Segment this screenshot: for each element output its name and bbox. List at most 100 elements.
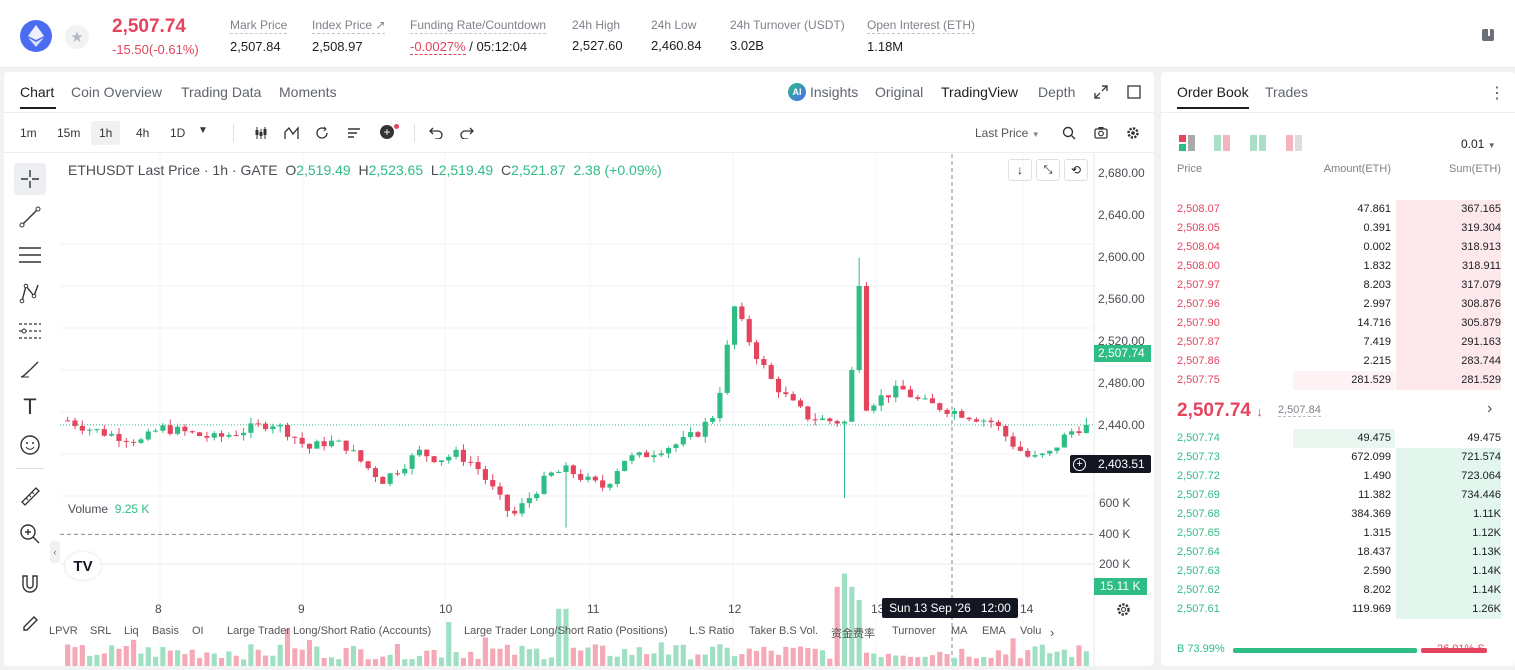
ask-row[interactable]: 2,508.05 0.391 319.304 [1161, 219, 1515, 238]
ask-row[interactable]: 2,507.97 8.203 317.079 [1161, 276, 1515, 295]
ai-insights-icon[interactable]: AI [788, 83, 806, 101]
bid-row[interactable]: 2,507.64 18.437 1.13K [1161, 543, 1515, 562]
bid-row[interactable]: 2,507.65 1.315 1.12K [1161, 524, 1515, 543]
view-asks-icon[interactable] [1286, 135, 1302, 151]
undo-icon[interactable] [429, 127, 443, 139]
bid-row[interactable]: 2,507.73 672.099 721.574 [1161, 448, 1515, 467]
tick-size-select[interactable]: 0.01 ▼ [1461, 137, 1496, 151]
interval-1m[interactable]: 1m [20, 126, 37, 140]
window-icon[interactable] [1127, 85, 1141, 99]
settings-gear-icon[interactable] [1126, 126, 1140, 140]
emoji-tool-icon[interactable] [14, 429, 46, 461]
indicator-scroll-right-icon[interactable]: › [1050, 625, 1055, 640]
template-icon[interactable] [347, 126, 361, 140]
notebook-icon[interactable] [1479, 26, 1497, 44]
tradingview-logo[interactable]: TV [65, 552, 101, 580]
indicator-oi[interactable]: OI [192, 625, 204, 637]
trend-line-tool-icon[interactable] [14, 201, 46, 233]
ask-row[interactable]: 2,508.07 47.861 367.165 [1161, 200, 1515, 219]
view-both-icon[interactable] [1179, 135, 1195, 151]
volume-bar [1010, 638, 1016, 666]
tab-trading-data[interactable]: Trading Data [181, 84, 262, 100]
bid-row[interactable]: 2,507.68 384.369 1.11K [1161, 505, 1515, 524]
reset-icon[interactable]: ⟲ [1064, 159, 1088, 181]
brush-tool-icon[interactable] [14, 353, 46, 385]
replay-icon[interactable] [315, 126, 329, 140]
bid-row[interactable]: 2,507.61 119.969 1.26K [1161, 600, 1515, 619]
price-type-select[interactable]: Last Price ▼ [975, 126, 1040, 140]
tab-order-book[interactable]: Order Book [1177, 84, 1249, 100]
add-indicator-icon[interactable]: + [380, 125, 394, 139]
redo-icon[interactable] [460, 127, 474, 139]
indicators-icon[interactable] [284, 126, 300, 140]
ask-row[interactable]: 2,507.90 14.716 305.879 [1161, 314, 1515, 333]
candle-body [240, 432, 247, 436]
indicator-large-trader-accounts[interactable]: Large Trader Long/Short Ratio (Accounts) [227, 625, 432, 637]
crosshair-tool-icon[interactable] [14, 163, 46, 195]
indicator-funding-rate[interactable]: 资金费率 [831, 628, 875, 640]
interval-15m[interactable]: 15m [57, 126, 81, 140]
pattern-tool-icon[interactable] [14, 277, 46, 309]
stat-index-price[interactable]: Index Price ↗ 2,508.97 [312, 18, 386, 54]
ask-row[interactable]: 2,507.87 7.419 291.163 [1161, 333, 1515, 352]
tab-trades[interactable]: Trades [1265, 84, 1309, 100]
ask-row[interactable]: 2,508.04 0.002 318.913 [1161, 238, 1515, 257]
tab-coin-overview[interactable]: Coin Overview [71, 84, 163, 100]
expand-icon[interactable] [1094, 85, 1108, 99]
view-bids-icon[interactable] [1250, 135, 1266, 151]
camera-icon[interactable] [1094, 126, 1108, 139]
interval-1h[interactable]: 1h [91, 121, 121, 145]
indicator-taker-bs-vol[interactable]: Taker B.S Vol. [749, 625, 819, 637]
tab-insights[interactable]: Insights [810, 84, 859, 100]
search-icon[interactable] [1062, 126, 1076, 140]
zoom-in-tool-icon[interactable] [14, 518, 46, 550]
ask-row[interactable]: 2,508.00 1.832 318.911 [1161, 257, 1515, 276]
bid-row[interactable]: 2,507.63 2.590 1.14K [1161, 562, 1515, 581]
magnet-tool-icon[interactable] [14, 568, 46, 600]
indicator-liq[interactable]: Liq [124, 625, 139, 637]
bid-row[interactable]: 2,507.74 49.475 49.475 [1161, 429, 1515, 448]
price-chart[interactable] [60, 154, 1154, 666]
bid-row[interactable]: 2,507.62 8.202 1.14K [1161, 581, 1515, 600]
bid-row[interactable]: 2,507.69 11.382 734.446 [1161, 486, 1515, 505]
bid-row[interactable]: 2,507.72 1.490 723.064 [1161, 467, 1515, 486]
tab-tradingview[interactable]: TradingView [941, 84, 1019, 100]
interval-dropdown-icon[interactable]: ▼ [198, 125, 208, 136]
indicator-ma[interactable]: MA [951, 625, 968, 637]
tab-moments[interactable]: Moments [279, 84, 337, 100]
candles-icon[interactable] [254, 126, 268, 140]
horizontal-lines-tool-icon[interactable] [14, 239, 46, 271]
scroll-down-icon[interactable]: ↓ [1008, 159, 1032, 181]
indicator-ls-ratio[interactable]: L.S Ratio [689, 625, 735, 637]
tab-depth[interactable]: Depth [1038, 84, 1076, 100]
candle-body [446, 456, 452, 461]
ask-row[interactable]: 2,507.96 2.997 308.876 [1161, 295, 1515, 314]
chevron-right-icon[interactable]: › [1487, 400, 1493, 417]
view-bids-asks-icon[interactable] [1214, 135, 1230, 151]
indicator-srl[interactable]: SRL [90, 625, 112, 637]
ask-row[interactable]: 2,507.75 281.529 281.529 [1161, 371, 1515, 390]
add-alert-icon[interactable]: + [1073, 458, 1086, 471]
ask-row[interactable]: 2,507.86 2.215 283.744 [1161, 352, 1515, 371]
ruler-tool-icon[interactable] [14, 480, 46, 512]
time-axis-label: 14 [1020, 602, 1034, 616]
indicator-turnover[interactable]: Turnover [892, 625, 936, 637]
tab-chart[interactable]: Chart [20, 84, 55, 100]
collapse-toolbar-icon[interactable]: ‹ [50, 541, 60, 563]
indicator-volume[interactable]: Volu [1020, 625, 1042, 637]
indicator-large-trader-positions[interactable]: Large Trader Long/Short Ratio (Positions… [464, 625, 668, 637]
more-menu-icon[interactable]: ⋮ [1489, 85, 1505, 102]
volume-bar [797, 646, 804, 666]
collapse-arrows-icon[interactable]: ⤡ [1036, 159, 1060, 181]
lock-draw-tool-icon[interactable] [14, 606, 46, 638]
interval-1d[interactable]: 1D [170, 126, 186, 140]
interval-4h[interactable]: 4h [136, 126, 150, 140]
fib-tool-icon[interactable] [14, 315, 46, 347]
chart-settings-gear-icon[interactable] [1116, 602, 1131, 617]
favorite-star-icon[interactable]: ★ [65, 25, 89, 49]
indicator-ema[interactable]: EMA [982, 625, 1006, 637]
indicator-basis[interactable]: Basis [152, 625, 179, 637]
tab-original[interactable]: Original [875, 84, 924, 100]
text-tool-icon[interactable]: T [23, 394, 37, 419]
indicator-lpvr[interactable]: LPVR [49, 625, 78, 637]
